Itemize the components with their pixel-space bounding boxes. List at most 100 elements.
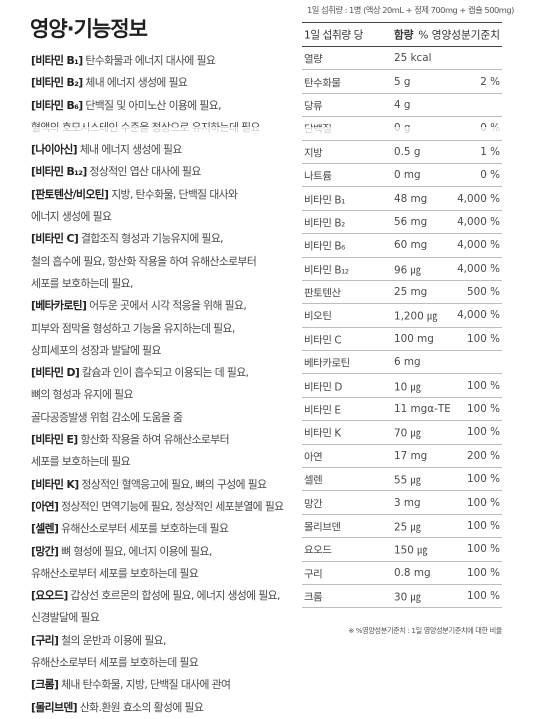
nutrient-amount: 11 mgα-TE [394, 403, 451, 416]
function-description: 정상적인 엽산 대사에 필요 [86, 165, 202, 179]
function-description: 항산화 작용을 하여 유해산소로부터 [77, 433, 229, 447]
nutrient-amount: 0.8 mg [394, 566, 431, 579]
function-description: 어두운 곳에서 시각 적응을 위해 필요, [86, 299, 247, 313]
function-line: [비타민 B₁] 탄수화물과 에너지 대사에 필요 [31, 50, 296, 72]
function-nutrient-name: [비타민 B₂] [31, 76, 83, 90]
nutrient-name: 구리 [304, 568, 323, 581]
function-description: 산화.환원 효소의 활성에 필요 [77, 700, 204, 714]
nutrient-amount: 17 mg [394, 449, 428, 462]
nutrient-percent: 100 % [466, 332, 500, 345]
nutrient-name: 판토텐산 [304, 287, 341, 300]
function-line: 상피세포의 성장과 발달에 필요 [31, 340, 296, 362]
nutrient-row: 비오틴 1,200 ㎍ 4,000 % [302, 304, 502, 328]
nutrient-name: 몰리브덴 [304, 521, 341, 534]
nutrient-percent: 200 % [466, 449, 500, 462]
function-nutrient-name: [베타카로틴] [31, 299, 87, 313]
function-nutrient-name: [비타민 B₆] [31, 98, 83, 112]
function-description: 칼슘과 인이 흡수되고 이용되는 데 필요, [79, 366, 249, 380]
nutrient-percent: 100 % [466, 566, 500, 579]
nutrient-row: 구리 0.8 mg 100 % [302, 562, 502, 585]
function-description: 체내 에너지 생성에 필요 [77, 143, 182, 157]
function-description: 신경발달에 필요 [31, 611, 100, 625]
function-nutrient-name: [비타민 B₁] [31, 54, 83, 67]
function-line: [비타민 B₂] 체내 에너지 생성에 필요 [31, 72, 296, 94]
nutrient-name: 비타민 K [304, 427, 341, 440]
function-description: 정상적인 혈액응고에 필요, 뼈의 구성에 필요 [78, 477, 267, 491]
nutrient-percent: 100 % [466, 496, 500, 509]
function-line: [비타민 B₁₂] 정상적인 엽산 대사에 필요 [31, 161, 296, 183]
function-description: 지방, 탄수화물, 단백질 대사와 [108, 187, 238, 201]
function-description: 갑상선 호르몬의 합성에 필요, 에너지 생성에 필요, [67, 589, 281, 603]
nutrient-amount: 0.5 g [394, 145, 421, 158]
function-line: 뼈의 형성과 유지에 필요 [31, 384, 296, 406]
function-line: [크롬] 체내 탄수화물, 지방, 단백질 대사에 관여 [31, 674, 296, 696]
function-description: 체내 에너지 생성에 필요 [82, 76, 188, 90]
nutrient-name: 요오드 [304, 544, 332, 557]
function-description: 에너지 생성에 필요 [31, 210, 112, 224]
nutrient-row: 지방 0.5 g 1 % [302, 141, 502, 164]
nutrient-row: 비타민 B₁ 48 mg 4,000 % [302, 187, 502, 211]
nutrient-name: 지방 [304, 147, 323, 160]
function-line: [나이아신] 체내 에너지 생성에 필요 [31, 139, 296, 161]
nutrient-amount: 25 kcal [394, 52, 432, 65]
nutrient-row: 비타민 B₁₂ 96 ㎍ 4,000 % [302, 258, 502, 281]
nutrient-amount: 96 ㎍ [394, 264, 421, 277]
nutrient-row: 비타민 B₆ 60 mg 4,000 % [302, 234, 502, 258]
nutrient-amount: 56 mg [394, 215, 428, 228]
function-nutrient-name: [몰리브덴] [31, 700, 78, 714]
nutrient-amount: 25 mg [394, 286, 428, 299]
function-description: 탄수화물과 에너지 대사에 필요 [82, 54, 216, 67]
function-description: 철의 운반과 이용에 필요, [58, 633, 166, 647]
function-description: 체내 탄수화물, 지방, 단백질 대사에 관여 [58, 678, 231, 692]
nutrient-amount: 30 ㎍ [394, 591, 421, 604]
fold-overlay [0, 127, 540, 138]
nutrient-percent: 100 % [466, 520, 500, 532]
function-line: [구리] 철의 운반과 이용에 필요, [31, 630, 296, 652]
function-line: 에너지 생성에 필요 [31, 206, 296, 228]
function-description: 세포를 보호하는데 필요 [31, 455, 131, 469]
function-description: 유해산소로부터 세포를 보호하는데 필요 [31, 656, 199, 670]
function-line: [비타민 E] 항산화 작용을 하여 유해산소로부터 [31, 429, 296, 451]
nutrient-percent: 100 % [466, 426, 500, 439]
function-line: 세포를 보호하는데 필요, [31, 273, 296, 295]
nutrient-name: 나트륨 [304, 170, 332, 183]
nutrient-name: 셀렌 [304, 474, 323, 487]
function-description: 유해산소로부터 세포를 보호하는데 필요 [31, 566, 199, 580]
function-line: [셀렌] 유해산소로부터 세포를 보호하는데 필요 [31, 518, 296, 540]
nutrient-percent: 100 % [466, 473, 500, 486]
serving-size-label: 1일 섭취량 : 1병 (액상 20mL + 정제 700mg + 캡슐 500… [307, 5, 514, 15]
nutrient-percent: 4,000 % [457, 309, 500, 322]
function-line: [망간] 뼈 형성에 필요, 에너지 이용에 필요, [31, 541, 296, 563]
footnote: ※ %영양성분기준치 : 1일 영양성분기준치에 대한 비율 [348, 626, 502, 635]
nutrient-amount: 60 mg [394, 239, 428, 252]
nutrient-percent: 100 % [466, 379, 500, 392]
nutrient-row: 망간 3 mg 100 % [302, 491, 502, 515]
nutrient-row: 탄수화물 5 g 2 % [302, 70, 502, 94]
nutrient-amount: 5 g [394, 75, 411, 88]
function-line: 유해산소로부터 세포를 보호하는데 필요 [31, 563, 296, 585]
nutrition-facts-table: 1일 섭취량 당 함량 % 영양성분기준치 열량 25 kcal 탄수화물 5 g 2 … [302, 22, 502, 609]
nutrient-row: 나트륨 0 mg 0 % [302, 164, 502, 188]
function-nutrient-name: [비타민 E] [31, 433, 78, 447]
nutrient-row: 비타민 C 100 mg 100 % [302, 328, 502, 352]
function-line: 유해산소로부터 세포를 보호하는데 필요 [31, 652, 296, 674]
nutrient-row: 요오드 150 ㎍ 100 % [302, 538, 502, 562]
nutrient-percent: 100 % [466, 403, 500, 416]
nutrient-amount: 4 g [394, 98, 411, 111]
function-line: 피부와 점막을 형성하고 기능을 유지하는데 필요, [31, 318, 296, 340]
nutrient-percent: 500 % [466, 286, 500, 299]
function-line: [비타민 B₆] 단백질 및 아미노산 이용에 필요, [31, 95, 296, 117]
function-nutrient-name: [요오드] [31, 589, 68, 603]
nutrient-amount: 10 ㎍ [394, 381, 421, 394]
nutrient-name: 당류 [304, 100, 323, 113]
nutrient-amount: 48 mg [394, 192, 428, 205]
function-nutrient-name: [망간] [31, 544, 59, 558]
function-description: 피부와 점막을 형성하고 기능을 유지하는데 필요, [31, 321, 235, 335]
function-line: [베타카로틴] 어두운 곳에서 시각 적응을 위해 필요, [31, 295, 296, 317]
nutrient-amount: 55 ㎍ [394, 474, 421, 487]
nutrient-amount: 150 ㎍ [394, 544, 428, 557]
nutrient-amount: 0 mg [394, 169, 421, 182]
nutrient-row: 베타카로틴 6 mg [302, 351, 502, 375]
nutrient-percent: 4,000 % [457, 262, 500, 275]
nutrient-row: 비타민 D 10 ㎍ 100 % [302, 374, 502, 398]
